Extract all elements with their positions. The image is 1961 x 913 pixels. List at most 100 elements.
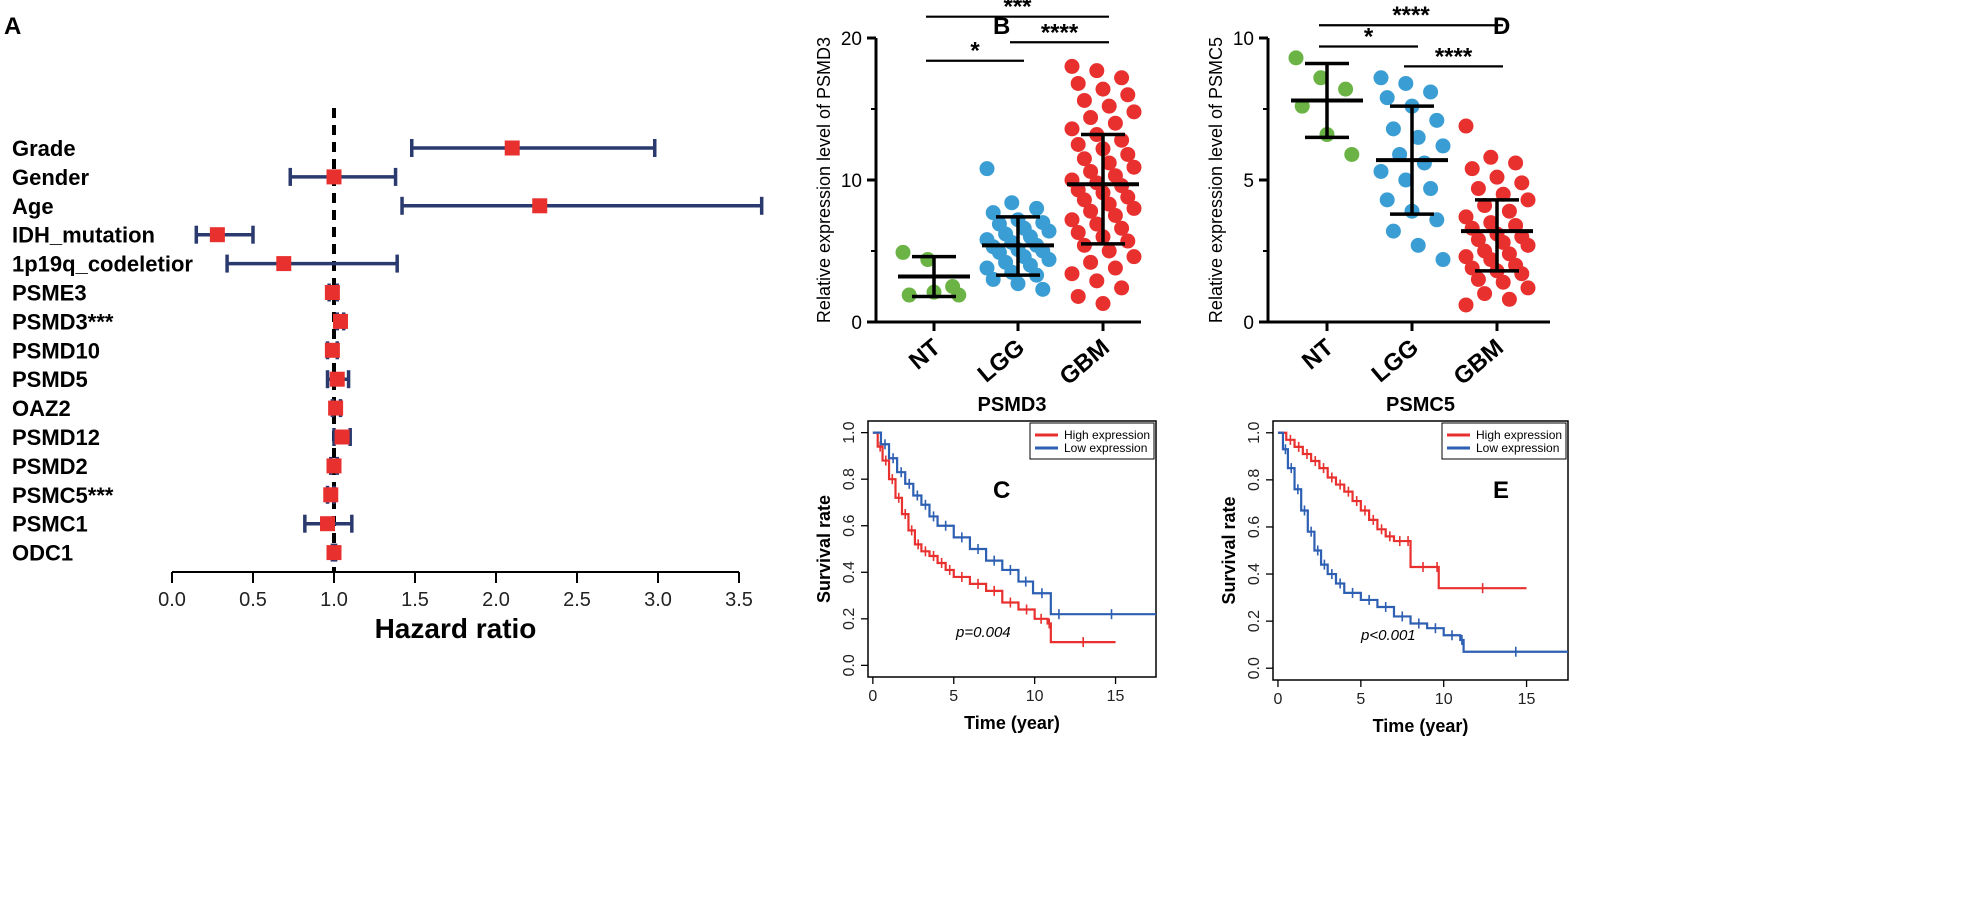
data-point [1126,104,1142,120]
data-point [1385,223,1401,239]
data-point [1070,225,1086,241]
forest-row-label: OAZ2 [12,396,71,421]
data-point [1483,252,1499,268]
data-point [1089,216,1105,232]
data-point [1070,288,1086,304]
data-point [1410,129,1426,145]
significance-label: **** [1435,43,1473,70]
data-point [1120,146,1136,162]
data-point [1520,237,1536,253]
x-tick-label: 2.0 [482,589,510,611]
hazard-point [326,458,342,474]
data-point [1435,252,1451,268]
data-point [1101,243,1117,259]
y-tick-label: 0.8 [1246,469,1263,491]
data-point [1458,249,1474,265]
survival-curve [872,431,1156,616]
hazard-point [320,516,336,532]
category-label: NT [904,334,946,375]
data-point [1107,260,1123,276]
data-point [1495,274,1511,290]
y-tick-label: 0.8 [841,468,858,490]
data-point [1477,198,1493,214]
data-point [1398,172,1414,188]
data-point [1520,280,1536,296]
data-point [1501,291,1517,307]
x-tick-label: 0.5 [239,589,267,611]
data-point [1101,155,1117,171]
data-point [1458,118,1474,134]
forest-row-label: Age [12,194,54,219]
category-label: GBM [1449,334,1509,391]
forest-row-label: PSMD3*** [12,309,114,334]
data-point [1064,58,1080,74]
data-point [895,244,911,260]
survival-curve [1277,431,1527,590]
data-point [1114,280,1130,296]
data-point [1029,200,1045,216]
data-point [1107,115,1123,131]
hazard-point [326,545,342,561]
x-tick-label: 3.5 [725,589,753,611]
data-point [1344,146,1360,162]
data-point [1076,92,1092,108]
hazard-point [334,429,350,445]
data-point [1514,175,1530,191]
km-psmd3: PSMD3 0.0 0.2 0.4 0.6 0.8 1.0 0 5 10 15 Time (year)… [814,394,1157,733]
data-point [1470,181,1486,197]
survival-curve [872,431,1116,644]
data-point [1101,196,1117,212]
x-tick-label: 5 [949,688,958,705]
data-point [1120,87,1136,103]
data-point [1114,220,1130,236]
x-tick-label: 15 [1518,691,1536,708]
y-tick-label: 0.2 [841,608,858,630]
forest-row-label: PSMD10 [12,338,100,363]
hazard-point [324,285,340,300]
data-point [1458,297,1474,313]
p-value-annotation: p<0.001 [1360,627,1416,644]
data-point [1398,75,1414,91]
x-axis-title: Time (year) [964,713,1060,733]
hazard-point [326,169,342,185]
data-point [1495,186,1511,202]
legend-label: High expression [1064,428,1150,442]
data-point [1095,296,1111,312]
data-point [979,161,995,177]
forest-plot: Grade Gender Age IDH_mutation 1p19q_codeleti… [12,108,764,644]
hazard-point [324,342,340,358]
data-point [1120,189,1136,205]
forest-row-label: ODC1 [12,541,73,566]
data-point [1416,155,1432,171]
legend-box [1029,422,1155,460]
data-point [1464,161,1480,177]
data-point [1083,163,1099,179]
category-label: NT [1297,334,1339,375]
panel-letter-a: A [4,13,21,40]
y-tick-label: 10 [841,171,862,192]
data-point [1379,90,1395,106]
panel-letter-b: B [993,13,1010,40]
forest-row-label: 1p19q_codeletior [12,252,193,277]
data-point [1041,252,1057,268]
data-point [1489,169,1505,185]
data-point [1004,195,1020,211]
data-point [1477,286,1493,302]
y-tick-label: 5 [1243,171,1254,192]
p-value-annotation: p=0.004 [955,624,1011,641]
chart-title: PSMD3 [978,394,1047,416]
x-tick-label: 1.0 [320,589,348,611]
data-point [1379,192,1395,208]
category-label: LGG [973,334,1030,388]
category-label: LGG [1367,334,1424,388]
chart-title: PSMC5 [1386,394,1455,416]
data-point [979,260,995,276]
hazard-point [323,487,339,503]
data-point [1410,237,1426,253]
data-point [1126,159,1142,175]
data-point [1423,181,1439,197]
data-point [1458,209,1474,225]
data-point [1288,50,1304,66]
y-tick-label: 0.4 [841,561,858,583]
